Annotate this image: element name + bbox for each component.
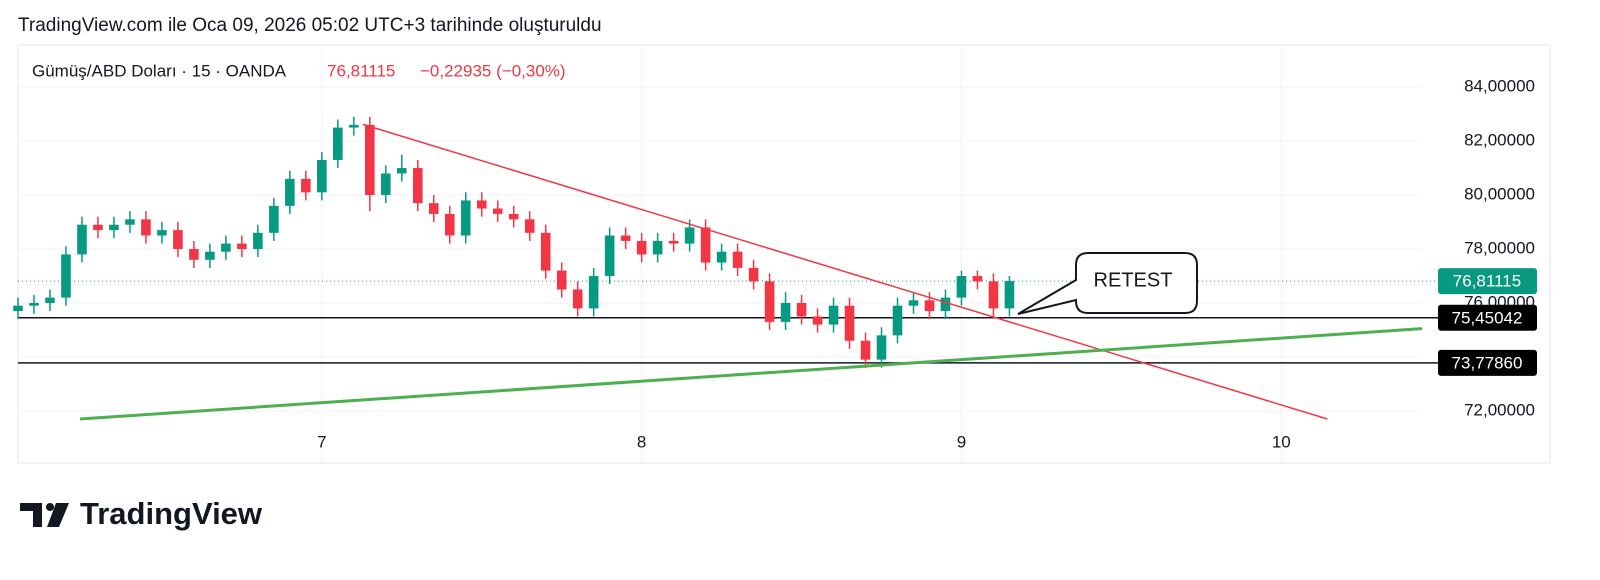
candle-body: [221, 243, 231, 252]
candle-body: [237, 243, 247, 250]
candle-body: [956, 275, 967, 298]
candle-body: [780, 302, 791, 322]
candle-body: [365, 124, 375, 196]
frame: [17, 44, 1551, 464]
candle-body: [93, 224, 103, 231]
candle-body: [860, 340, 871, 360]
candle-body: [141, 219, 151, 236]
candle-body: [412, 168, 423, 204]
candle-body: [396, 168, 407, 174]
candle-body: [189, 249, 199, 260]
annotation: RETEST: [1094, 269, 1173, 291]
candle-body: [716, 251, 727, 263]
candle-body: [269, 205, 279, 233]
candle-body: [1004, 281, 1015, 309]
price-tag: [1438, 304, 1537, 331]
candle-body: [444, 213, 455, 236]
candle-body: [45, 297, 55, 303]
y-tick-label: 82,00000: [1464, 131, 1535, 150]
symbol: Gümüş/ABD Doları · 15 · OANDA: [32, 61, 287, 80]
candle-body: [700, 227, 711, 263]
candle-body: [668, 240, 679, 244]
candle-body: [492, 208, 503, 214]
candle-body: [972, 275, 983, 282]
candle-body: [205, 251, 215, 260]
candle-body: [876, 335, 887, 360]
candle-body: [349, 124, 359, 128]
candle-body: [636, 240, 647, 255]
candle-body: [301, 178, 311, 193]
x-tick-label: 10: [1272, 432, 1291, 451]
candle-body: [540, 232, 551, 271]
candle-body: [764, 281, 775, 322]
x-tick-label: 7: [317, 432, 326, 451]
candle-body: [333, 127, 343, 160]
candle-body: [173, 230, 183, 250]
candle-body: [940, 297, 951, 312]
candle-body: [748, 267, 759, 282]
candle-body: [588, 275, 599, 309]
y-tick-label: 80,00000: [1464, 185, 1535, 204]
candle-body: [77, 224, 87, 255]
candle-body: [317, 159, 327, 193]
price-tag-label: 76,81115: [1453, 272, 1521, 291]
candle-body: [620, 235, 631, 241]
candle-body: [476, 200, 487, 209]
candle-body: [125, 219, 135, 225]
candle-body: [828, 305, 839, 325]
candle-body: [29, 302, 39, 306]
y-tick-label: 72,00000: [1464, 400, 1535, 419]
callout: [1017, 252, 1198, 315]
candle-body: [924, 300, 935, 312]
candle-body: [988, 281, 999, 309]
trend-line: [362, 123, 1328, 420]
x-tick-label: 8: [637, 432, 646, 451]
logo-icon: [20, 503, 69, 527]
candle-body: [812, 316, 823, 325]
candle-body: [604, 235, 615, 276]
candle-body: [652, 240, 663, 255]
price-tag: [1438, 349, 1537, 376]
candle-body: [285, 178, 295, 206]
candle-body: [732, 251, 743, 268]
candle-body: [253, 232, 263, 250]
candle-body: [556, 270, 567, 290]
candle-body: [508, 213, 519, 220]
candle-body: [524, 219, 535, 233]
logo: TradingView: [80, 496, 263, 531]
trend-line: [79, 327, 1423, 421]
candle-body: [460, 200, 471, 236]
candle-body: [684, 227, 695, 244]
legend-price: 76,81115: [327, 61, 395, 80]
y-tick-label: 78,00000: [1464, 238, 1535, 257]
candle-body: [61, 254, 71, 298]
candle-body: [109, 224, 119, 231]
price-tag: [1438, 268, 1537, 295]
header-title: TradingView.com ile Oca 09, 2026 05:02 U…: [18, 15, 602, 36]
candle-body: [157, 230, 167, 236]
candle-body: [572, 289, 583, 309]
candle-body: [844, 305, 855, 341]
candle-body: [796, 302, 807, 317]
price-tag-label: 75,45042: [1452, 308, 1523, 327]
x-tick-label: 9: [957, 432, 966, 451]
y-tick-label: 84,00000: [1464, 77, 1535, 96]
price-tag-label: 73,77860: [1452, 353, 1523, 372]
candle-body: [428, 203, 439, 214]
candle-body: [13, 305, 23, 312]
candle-body: [908, 300, 919, 306]
candle-body: [380, 173, 391, 196]
legend-change: −0,22935 (−0,30%): [420, 61, 566, 80]
candle-body: [892, 305, 903, 336]
